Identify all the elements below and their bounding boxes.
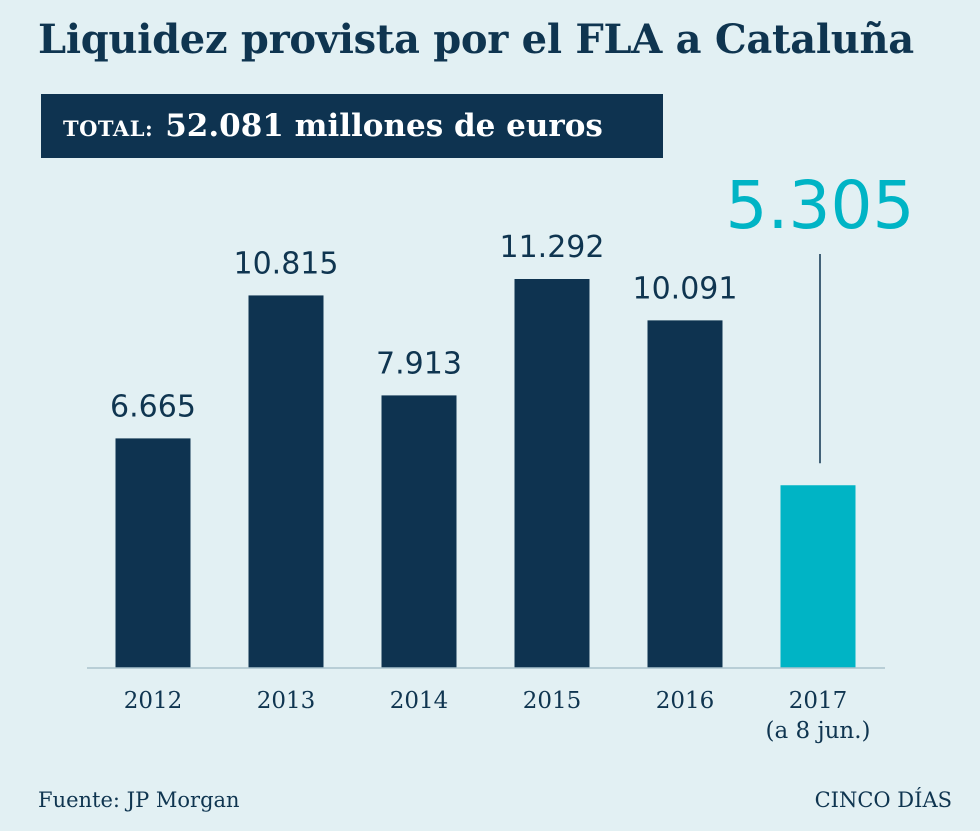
total-value: 52.081 millones de euros bbox=[165, 108, 603, 144]
value-label-2016: 10.091 bbox=[633, 271, 738, 306]
x-tick-label-2012: 2012 bbox=[124, 688, 183, 714]
x-tick-label-2013: 2013 bbox=[257, 688, 316, 714]
bar-2015 bbox=[514, 279, 590, 668]
value-label-2017: 5.305 bbox=[726, 167, 915, 244]
value-label-2013: 10.815 bbox=[234, 246, 339, 281]
total-banner: TOTAL: 52.081 millones de euros bbox=[41, 94, 663, 158]
brand-logo-text: CINCO DÍAS bbox=[814, 788, 952, 812]
value-label-2015: 11.292 bbox=[500, 230, 605, 265]
x-tick-label-2016: 2016 bbox=[656, 688, 715, 714]
x-tick-note-2017: (a 8 jun.) bbox=[766, 718, 871, 744]
value-label-2014: 7.913 bbox=[376, 346, 462, 381]
bar-2013 bbox=[248, 295, 324, 668]
value-label-2012: 6.665 bbox=[110, 389, 196, 424]
x-tick-label-2015: 2015 bbox=[523, 688, 582, 714]
bar-2017 bbox=[780, 485, 856, 668]
source-note: Fuente: JP Morgan bbox=[38, 788, 240, 812]
bars-layer: 6.665 2012 10.815 2013 7.913 2014 11.292 2015 10… bbox=[110, 167, 914, 744]
bar-2014 bbox=[381, 395, 457, 668]
x-tick-label-2017: 2017 bbox=[789, 688, 848, 714]
bar-2016 bbox=[647, 320, 723, 668]
bar-2012 bbox=[115, 438, 191, 668]
x-tick-label-2014: 2014 bbox=[390, 688, 449, 714]
chart-title: Liquidez provista por el FLA a Cataluña bbox=[38, 16, 914, 63]
total-label: TOTAL: bbox=[63, 116, 154, 141]
